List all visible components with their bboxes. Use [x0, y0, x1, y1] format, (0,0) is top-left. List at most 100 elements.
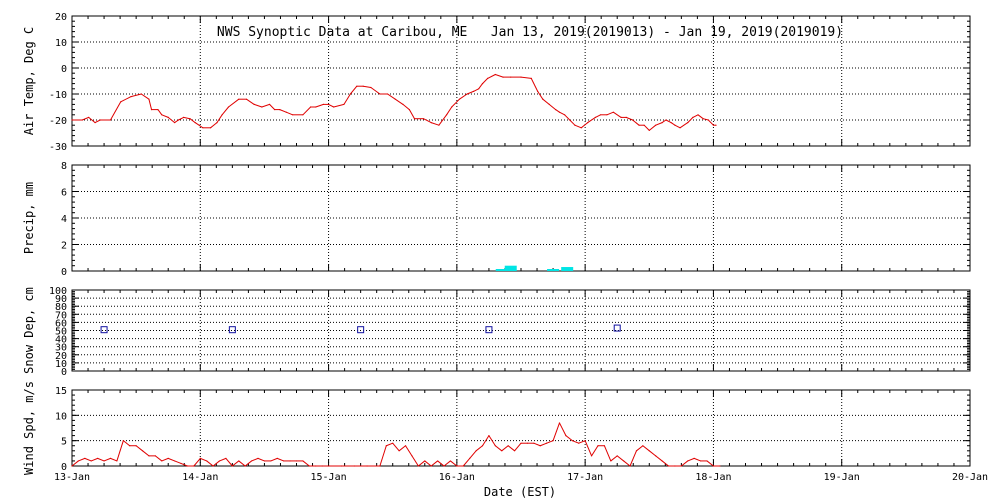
- data-point: [225, 457, 227, 459]
- data-point: [279, 109, 281, 111]
- y-tick-label: 10: [55, 411, 67, 422]
- panel-frame: [71, 289, 971, 372]
- series-segment: [405, 445, 413, 457]
- series-segment: [225, 458, 233, 467]
- data-point: [502, 76, 504, 78]
- data-point: [584, 440, 586, 442]
- series-segment: [533, 442, 541, 447]
- data-point: [310, 106, 312, 108]
- data-point: [379, 93, 381, 95]
- data-point: [462, 465, 464, 467]
- data-point: [221, 114, 223, 116]
- series-segment: [564, 114, 571, 121]
- data-point: [679, 127, 681, 129]
- series-segment: [194, 122, 204, 129]
- data-point: [693, 457, 695, 459]
- series-segment: [495, 445, 503, 452]
- series-segment: [692, 114, 699, 118]
- series-segment: [606, 111, 614, 116]
- x-axis-tick-labels: 13-Jan 14-Jan 15-Jan 16-Jan 17-Jan 18-Jan 19-J…: [54, 472, 988, 483]
- series-segment: [670, 122, 676, 126]
- series-segment: [679, 122, 689, 129]
- data-point: [129, 445, 131, 447]
- data-point: [612, 111, 614, 113]
- series-segment: [302, 106, 311, 116]
- data-point: [590, 455, 593, 457]
- data-point: [437, 460, 439, 462]
- data-point: [227, 106, 230, 108]
- data-point: [494, 445, 496, 447]
- series-segment: [648, 450, 657, 457]
- series-segment: [495, 74, 504, 78]
- data-point: [148, 98, 150, 100]
- series-segment: [475, 445, 483, 452]
- y-axis-label: Precip, mm: [22, 182, 36, 254]
- data-point: [606, 114, 608, 116]
- data-point: [443, 465, 445, 467]
- data-point: [449, 460, 452, 462]
- series-segment: [466, 90, 474, 95]
- data-point: [343, 103, 345, 105]
- series-segment: [257, 457, 265, 462]
- data-point: [154, 455, 156, 457]
- data-point: [445, 114, 448, 116]
- data-point: [697, 114, 699, 116]
- series-segment: [578, 440, 586, 444]
- panel-frame: [71, 15, 971, 147]
- data-point: [422, 118, 425, 120]
- data-point: [548, 103, 550, 105]
- data-point: [370, 86, 372, 89]
- series-segment: [706, 460, 714, 467]
- series-segment: [174, 460, 182, 464]
- series-segment: [613, 111, 622, 118]
- y-tick-label: 70: [55, 310, 67, 321]
- series-segment: [595, 114, 601, 118]
- series-segment: [574, 124, 582, 129]
- y-tick-label: 0: [61, 64, 67, 75]
- series-segment: [269, 104, 276, 110]
- data-point: [539, 445, 541, 447]
- series-segment: [569, 119, 576, 126]
- series-segment: [254, 103, 263, 108]
- data-point: [712, 124, 715, 126]
- x-tick-label: 13-Jan: [54, 472, 90, 483]
- series-segment: [661, 460, 669, 467]
- series-segment: [591, 445, 599, 457]
- data-point: [276, 457, 278, 459]
- series-segment: [228, 98, 240, 108]
- series-segment: [636, 445, 644, 452]
- data-point: [90, 460, 92, 462]
- series-segment: [542, 98, 550, 105]
- series-segment: [411, 455, 419, 467]
- series-segment: [97, 457, 105, 462]
- series-segment: [482, 435, 490, 447]
- y-tick-label: 8: [61, 161, 67, 172]
- data-point: [315, 465, 317, 467]
- y-tick-label: 0: [61, 367, 67, 378]
- series-segment: [473, 88, 479, 92]
- snow-depth-point: [613, 324, 621, 332]
- data-point: [655, 124, 657, 126]
- precip-bar: [495, 269, 508, 271]
- data-point: [392, 442, 394, 444]
- data-point: [263, 460, 266, 462]
- series-segment: [379, 445, 387, 467]
- series-segment: [559, 111, 565, 116]
- series-segment: [174, 119, 179, 124]
- series-segment: [328, 103, 334, 108]
- data-point: [680, 465, 682, 467]
- data-point: [94, 122, 96, 124]
- series-segment: [183, 116, 191, 120]
- series-segment: [565, 435, 573, 442]
- series-segment: [580, 122, 589, 129]
- series-segment: [572, 440, 579, 444]
- data-point: [565, 435, 567, 437]
- data-point: [674, 124, 676, 126]
- series-segment: [655, 455, 663, 462]
- series-segment: [469, 450, 477, 459]
- series-segment: [193, 458, 201, 467]
- series-segment: [216, 114, 223, 123]
- data-point: [533, 442, 535, 444]
- series-segment: [206, 460, 214, 467]
